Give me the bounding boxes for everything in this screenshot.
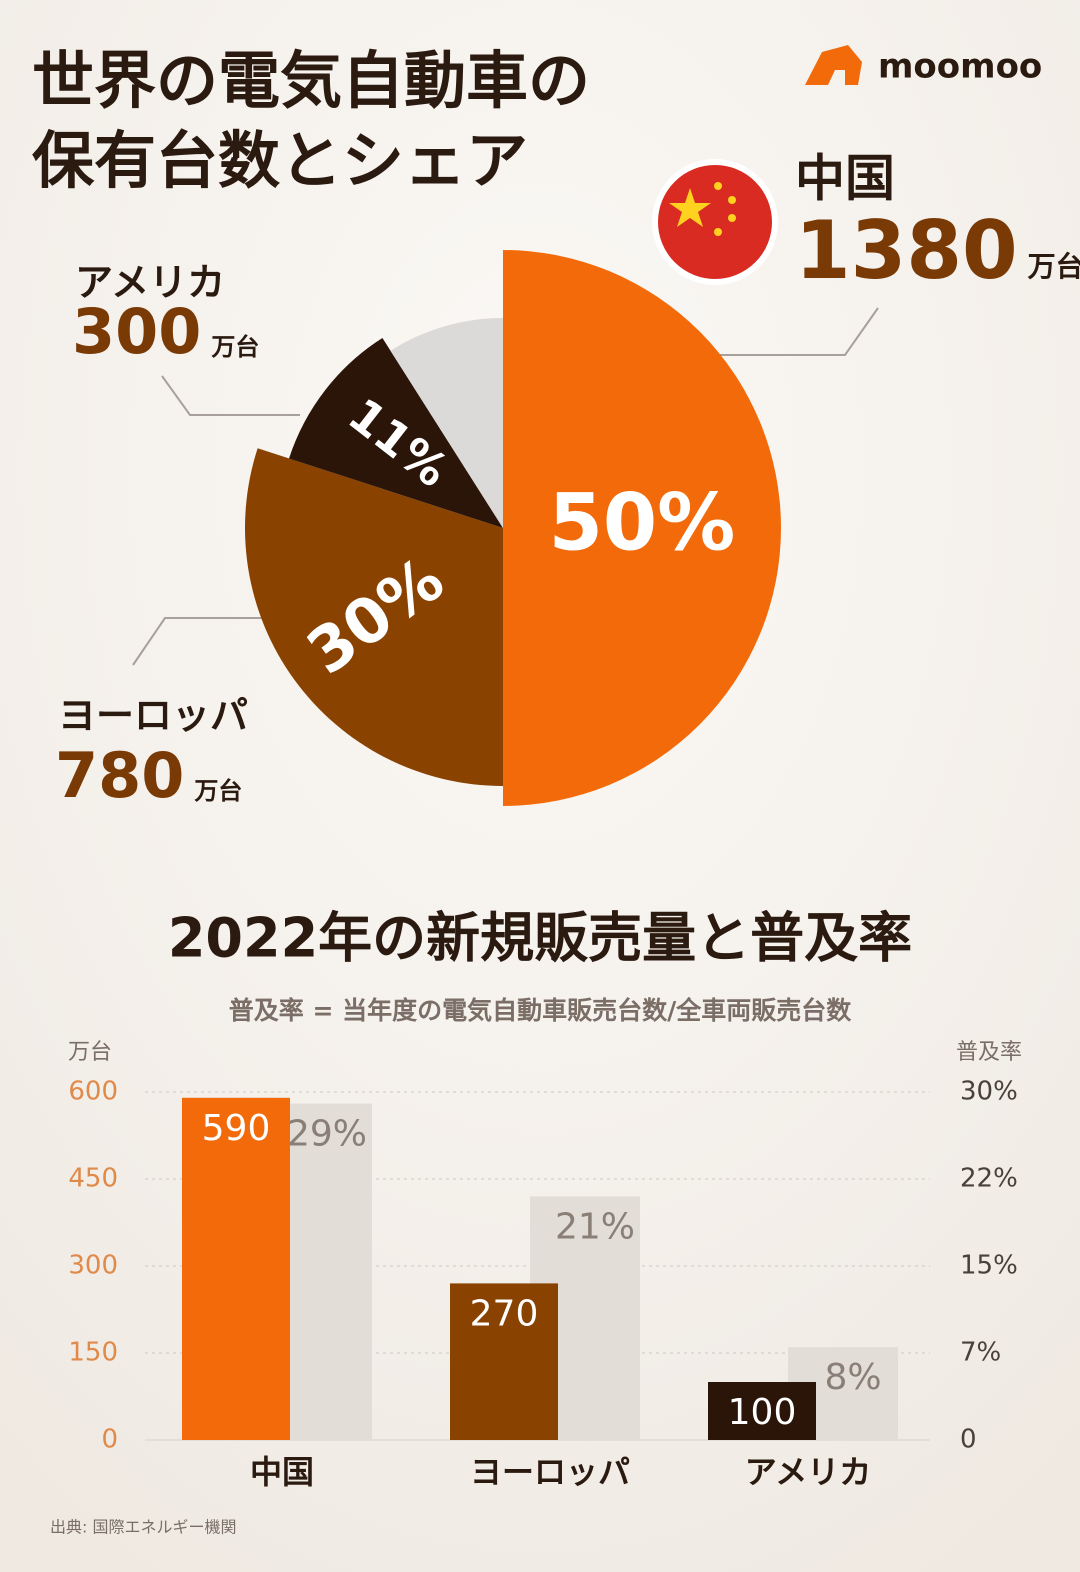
count-unit: 万台 — [1028, 250, 1080, 283]
count-unit: 万台 — [194, 777, 242, 805]
category-label: 中国 — [795, 150, 895, 208]
pie-slice — [390, 318, 503, 528]
y2-tick-label: 22% — [960, 1164, 1018, 1194]
title-line: 世界の電気自動車の — [32, 44, 590, 117]
count-label: 300 — [72, 295, 201, 368]
slice-label: 50% — [549, 478, 736, 568]
source: 出典: 国際エネルギー機関 — [50, 1518, 236, 1537]
x-tick-label: 中国 — [250, 1453, 314, 1491]
rate-label: 29% — [287, 1114, 367, 1155]
y2-tick-label: 30% — [960, 1077, 1018, 1107]
rate-label: 8% — [824, 1357, 881, 1398]
logo: moomoo — [878, 47, 1042, 87]
pie-slice — [244, 448, 503, 786]
y-tick-label: 150 — [68, 1338, 118, 1368]
flag — [652, 159, 778, 285]
sales-bar — [708, 1382, 816, 1440]
pie-slice — [503, 250, 781, 806]
category-label: ヨーロッパ — [58, 694, 248, 738]
y-tick-label: 0 — [101, 1425, 118, 1455]
sales-label: 270 — [470, 1293, 539, 1334]
count-label: 1380 — [795, 204, 1018, 297]
y-tick-label: 300 — [68, 1251, 118, 1281]
pie-slice — [289, 338, 503, 528]
y-tick-label: 450 — [68, 1164, 118, 1194]
sales-label: 100 — [728, 1392, 797, 1433]
y2-tick-label: 0 — [960, 1425, 977, 1455]
title-line: 保有台数とシェア — [32, 124, 528, 197]
y2-axis-label: 普及率 — [956, 1040, 1022, 1065]
x-tick-label: ヨーロッパ — [470, 1453, 630, 1491]
y-tick-label: 600 — [68, 1077, 118, 1107]
category-label: アメリカ — [75, 261, 225, 305]
logo-icon — [805, 45, 862, 85]
y2-tick-label: 7% — [960, 1338, 1001, 1368]
chart-title: 2022年の新規販売量と普及率 — [168, 907, 912, 970]
count-label: 780 — [55, 739, 184, 812]
sales-label: 590 — [202, 1108, 271, 1149]
sales-bar — [450, 1283, 558, 1440]
y-axis-label: 万台 — [68, 1040, 112, 1065]
y2-tick-label: 15% — [960, 1251, 1018, 1281]
rate-label: 21% — [555, 1206, 635, 1247]
x-tick-label: アメリカ — [745, 1453, 871, 1491]
sales-bar — [182, 1097, 290, 1440]
leader-lines — [132, 307, 879, 666]
count-unit: 万台 — [211, 333, 259, 361]
chart-subtitle: 普及率 = 当年度の電気自動車販売台数/全車両販売台数 — [229, 996, 852, 1025]
